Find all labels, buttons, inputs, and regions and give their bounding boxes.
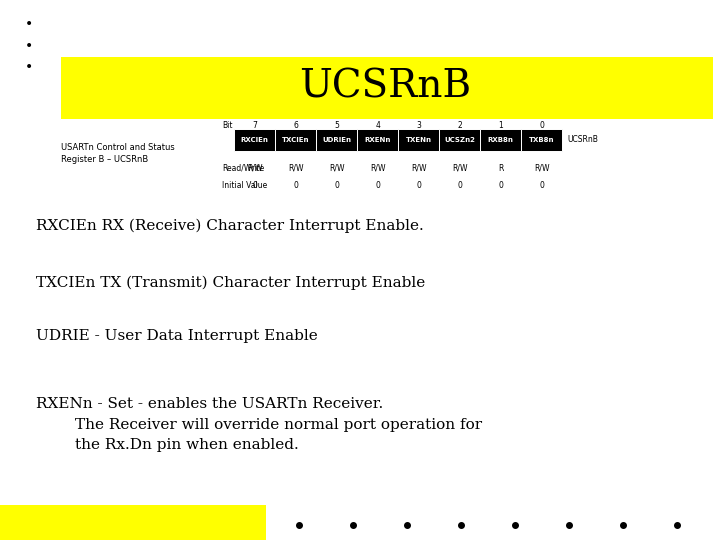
Text: 2: 2 <box>457 122 462 130</box>
Text: TXCIEn TX (Transmit) Character Interrupt Enable: TXCIEn TX (Transmit) Character Interrupt… <box>36 275 426 290</box>
Text: 5: 5 <box>334 122 339 130</box>
Text: 0: 0 <box>252 181 257 190</box>
Text: RXCIEn: RXCIEn <box>240 137 269 143</box>
Text: R/W: R/W <box>288 164 303 173</box>
Text: UCSRnB: UCSRnB <box>567 136 598 144</box>
Text: R/W: R/W <box>534 164 549 173</box>
Text: 0: 0 <box>457 181 462 190</box>
FancyBboxPatch shape <box>0 505 266 540</box>
FancyBboxPatch shape <box>357 129 398 151</box>
Text: RXB8n: RXB8n <box>488 137 513 143</box>
Text: RXENn - Set - enables the USARTn Receiver.
        The Receiver will override no: RXENn - Set - enables the USARTn Receive… <box>36 397 482 452</box>
Text: TXENn: TXENn <box>405 137 432 143</box>
Text: Initial Value: Initial Value <box>222 181 267 190</box>
Text: 0: 0 <box>539 181 544 190</box>
Text: UCSZn2: UCSZn2 <box>444 137 475 143</box>
Text: USARTn Control and Status
Register B – UCSRnB: USARTn Control and Status Register B – U… <box>61 143 175 164</box>
Text: R/W: R/W <box>247 164 262 173</box>
Text: 0: 0 <box>293 181 298 190</box>
Text: R/W: R/W <box>370 164 385 173</box>
Text: Bit: Bit <box>222 122 233 130</box>
Text: 1: 1 <box>498 122 503 130</box>
Text: •: • <box>25 17 33 31</box>
FancyBboxPatch shape <box>480 129 521 151</box>
Text: R/W: R/W <box>411 164 426 173</box>
FancyBboxPatch shape <box>316 129 357 151</box>
Text: UDRIE - User Data Interrupt Enable: UDRIE - User Data Interrupt Enable <box>36 329 318 343</box>
Text: Read/Write: Read/Write <box>222 164 264 173</box>
Text: 0: 0 <box>498 181 503 190</box>
Text: 0: 0 <box>539 122 544 130</box>
FancyBboxPatch shape <box>398 129 439 151</box>
Text: TXCIEn: TXCIEn <box>282 137 310 143</box>
Text: 3: 3 <box>416 122 421 130</box>
Text: 4: 4 <box>375 122 380 130</box>
FancyBboxPatch shape <box>61 57 713 119</box>
Text: UDRIEn: UDRIEn <box>322 137 351 143</box>
Text: UCSRnB: UCSRnB <box>299 69 472 106</box>
Text: R/W: R/W <box>329 164 344 173</box>
Text: R: R <box>498 164 503 173</box>
Text: 7: 7 <box>252 122 257 130</box>
Text: RXCIEn RX (Receive) Character Interrupt Enable.: RXCIEn RX (Receive) Character Interrupt … <box>36 219 424 233</box>
Text: 0: 0 <box>416 181 421 190</box>
FancyBboxPatch shape <box>275 129 316 151</box>
FancyBboxPatch shape <box>521 129 562 151</box>
Text: •: • <box>25 39 33 53</box>
Text: R/W: R/W <box>452 164 467 173</box>
Text: 6: 6 <box>293 122 298 130</box>
Text: •: • <box>25 60 33 75</box>
Text: 0: 0 <box>334 181 339 190</box>
Text: TXB8n: TXB8n <box>529 137 554 143</box>
FancyBboxPatch shape <box>439 129 480 151</box>
Text: 0: 0 <box>375 181 380 190</box>
FancyBboxPatch shape <box>234 129 275 151</box>
Text: RXENn: RXENn <box>364 137 391 143</box>
